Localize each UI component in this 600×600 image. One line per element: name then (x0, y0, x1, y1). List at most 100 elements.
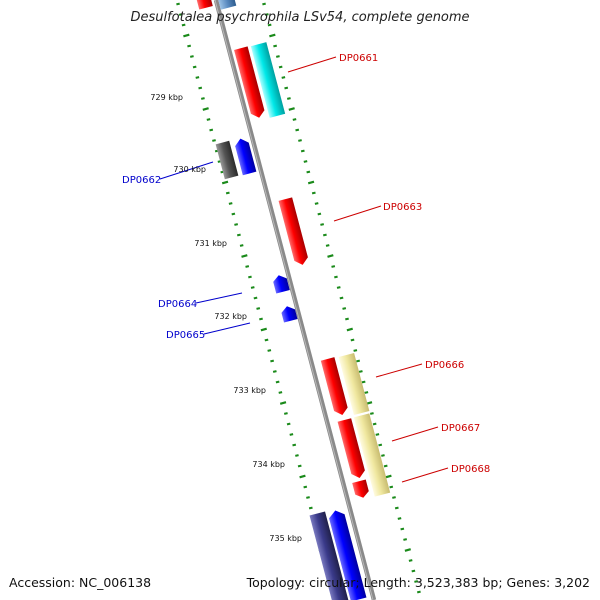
major-tick (299, 474, 306, 479)
minor-tick (228, 202, 233, 205)
gene-arrow-dp0667[interactable] (337, 418, 367, 480)
yellow-feature-dp0666[interactable] (338, 352, 370, 416)
minor-tick (248, 275, 252, 279)
minor-tick (322, 233, 327, 237)
major-tick (279, 401, 287, 405)
cyan-feature-dp0661[interactable] (250, 42, 286, 118)
minor-tick (378, 443, 383, 447)
scale-labels: 729 kbp 730 kbp 731 kbp 732 kbp 733 kbp … (150, 93, 302, 543)
gene-label-dp0663[interactable]: DP0663 (383, 202, 422, 213)
minor-tick (297, 464, 302, 468)
scale-label: 733 kbp (233, 386, 266, 395)
minor-tick (264, 338, 269, 342)
minor-tick (283, 412, 288, 415)
minor-tick (181, 23, 186, 27)
minor-tick (239, 244, 244, 247)
gene-features (194, 0, 391, 600)
gene-label-dp0668[interactable]: DP0668 (451, 464, 490, 475)
minor-tick (292, 118, 297, 121)
gene-arrow-dp0666[interactable] (320, 357, 349, 417)
minor-tick (334, 275, 338, 279)
minor-tick (416, 590, 421, 594)
minor-tick (200, 97, 205, 100)
minor-tick (298, 139, 302, 142)
minor-tick (353, 349, 358, 352)
minor-tick (250, 286, 255, 289)
major-tick (269, 33, 276, 38)
gene-label-dp0666[interactable]: DP0666 (425, 360, 464, 371)
minor-tick (281, 76, 286, 79)
scale-label: 730 kbp (173, 165, 206, 174)
minor-tick (414, 580, 419, 583)
yellow-feature-dp0667[interactable] (353, 413, 391, 497)
minor-tick (311, 191, 316, 195)
minor-tick (314, 202, 319, 205)
minor-tick (325, 244, 330, 247)
minor-tick (236, 233, 241, 237)
minor-tick (358, 370, 363, 373)
gene-arrow-dp0665[interactable] (280, 304, 298, 323)
minor-tick (267, 23, 272, 27)
minor-tick (253, 296, 258, 300)
minor-tick (195, 76, 200, 79)
gene-arrow-dp0662[interactable] (234, 137, 257, 176)
minor-tick (225, 191, 230, 195)
minor-tick (272, 370, 277, 373)
major-tick (183, 33, 190, 38)
major-tick (404, 548, 411, 552)
accession-text: Accession: NC_006138 (9, 575, 152, 590)
major-tick (241, 254, 248, 258)
major-tick (327, 254, 334, 258)
minor-tick (336, 286, 341, 289)
gene-label-dp0661[interactable]: DP0661 (339, 53, 378, 64)
minor-tick (361, 380, 366, 384)
minor-tick (383, 464, 388, 468)
gene-labels: DP0661 DP0662 DP0663 DP0664 DP0665 DP066… (122, 53, 490, 475)
gene-arrow-dp0668[interactable] (352, 479, 370, 499)
minor-tick (320, 223, 325, 226)
minor-tick (256, 307, 261, 310)
major-tick (385, 474, 392, 479)
minor-tick (375, 433, 380, 436)
minor-tick (369, 412, 374, 415)
minor-tick (392, 496, 396, 499)
major-tick (260, 327, 267, 332)
minor-tick (364, 391, 369, 394)
minor-tick (262, 2, 266, 6)
minor-tick (394, 506, 399, 510)
minor-tick (286, 97, 291, 100)
gene-label-dp0662[interactable]: DP0662 (122, 175, 161, 186)
minor-tick (273, 44, 278, 48)
major-tick (221, 180, 229, 185)
gene-label-dp0665[interactable]: DP0665 (166, 330, 205, 341)
minor-tick (267, 349, 272, 352)
gene-label-dp0667[interactable]: DP0667 (441, 423, 480, 434)
minor-tick (300, 149, 305, 153)
minor-tick (295, 454, 299, 457)
genome-backbone (213, 0, 377, 600)
minor-tick (303, 160, 308, 163)
minor-tick (306, 170, 311, 174)
gene-label-dp0664[interactable]: DP0664 (158, 299, 197, 310)
minor-tick (284, 86, 289, 90)
map-title: Desulfotalea psychrophila LSv54, complet… (130, 10, 470, 25)
scale-label: 731 kbp (194, 239, 227, 248)
minor-tick (397, 517, 402, 520)
scale-label: 734 kbp (252, 460, 285, 469)
minor-tick (292, 443, 297, 447)
minor-tick (245, 265, 250, 268)
gene-arrow-dp0663[interactable] (278, 197, 310, 266)
gene-arrow-dp0664[interactable] (272, 274, 290, 294)
minor-tick (408, 559, 413, 562)
gene-arrow-dp0661[interactable] (234, 46, 266, 119)
minor-tick (306, 496, 310, 499)
minor-tick (317, 212, 322, 216)
minor-tick (275, 380, 280, 384)
minor-tick (212, 139, 216, 142)
minor-tick (350, 338, 355, 342)
scale-ticks-right (262, 2, 421, 594)
minor-tick (411, 569, 416, 573)
minor-tick (264, 13, 269, 16)
gray-feature-dp0662[interactable] (215, 140, 239, 180)
scale-label: 732 kbp (214, 312, 247, 321)
